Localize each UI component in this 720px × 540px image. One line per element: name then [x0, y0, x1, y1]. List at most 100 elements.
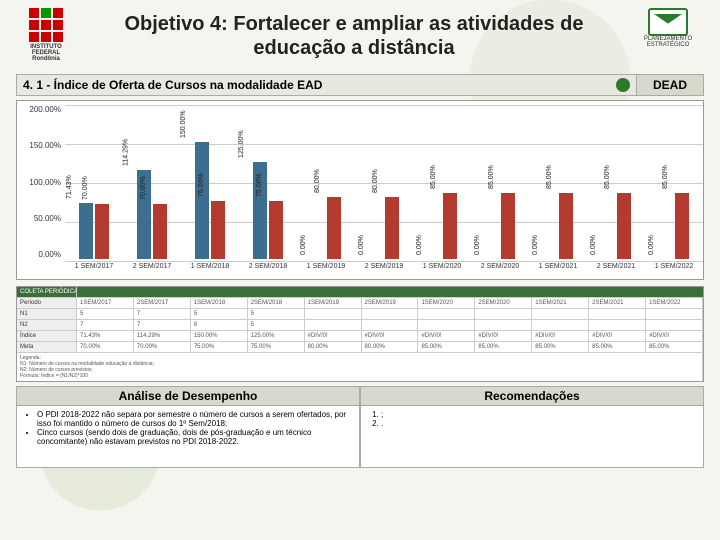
- xtick-label: 1 SEM/2017: [65, 261, 123, 279]
- bar: 80.00%: [385, 197, 399, 259]
- table-cell: 7: [77, 320, 134, 330]
- table-legend: Legenda: N1: Número de cursos na modalid…: [17, 353, 703, 381]
- bar-value-label: 70.00%: [82, 177, 89, 203]
- xtick-label: 2 SEM/2019: [355, 261, 413, 279]
- ytick-label: 200.00%: [29, 105, 61, 114]
- bar-value-label: 114.29%: [122, 139, 129, 168]
- bar-group: 125.00%75.00%: [239, 105, 297, 259]
- chart-xaxis: 1 SEM/20172 SEM/20171 SEM/20182 SEM/2018…: [65, 261, 703, 279]
- bar-value-label: 85.00%: [662, 165, 669, 191]
- bar-value-label: 150.00%: [180, 110, 187, 140]
- bar-group: 0.00% 85.00%: [645, 105, 703, 259]
- rec-item: .: [381, 419, 697, 428]
- bar-group: 0.00% 85.00%: [529, 105, 587, 259]
- table-cell: 7: [134, 320, 191, 330]
- bar-value-label: 0.00%: [300, 235, 307, 257]
- analysis-panel: Análise de Desempenho O PDI 2018-2022 nã…: [16, 386, 360, 468]
- table-cell: [305, 309, 362, 319]
- table-cell: 80.00%: [362, 342, 419, 352]
- table-cell: 71.43%: [77, 331, 134, 341]
- bottom-columns: Análise de Desempenho O PDI 2018-2022 nã…: [16, 386, 704, 468]
- table-cell: 7: [134, 309, 191, 319]
- table-row: N27785: [17, 319, 703, 330]
- table-cell: 85.00%: [589, 342, 646, 352]
- table-header-cell: 1SEM/2018: [191, 298, 248, 308]
- bar-group: 0.00% 85.00%: [471, 105, 529, 259]
- table-cell: 5: [248, 320, 305, 330]
- bar-group: 150.00%75.00%: [181, 105, 239, 259]
- bar-value-label: 0.00%: [648, 235, 655, 257]
- table-cell: 75.00%: [191, 342, 248, 352]
- bar-value-label: 85.00%: [430, 165, 437, 191]
- table-header-cell: 2SEM/2018: [248, 298, 305, 308]
- recs-panel: Recomendações ;.: [360, 386, 704, 468]
- bar-group: 0.00% 85.00%: [587, 105, 645, 259]
- ytick-label: 50.00%: [34, 214, 61, 223]
- section-header: 4. 1 - Índice de Oferta de Cursos na mod…: [16, 74, 704, 96]
- table-cell: [646, 320, 703, 330]
- bar: 70.00%: [153, 204, 167, 259]
- table-header-cell: 1SEM/2022: [646, 298, 703, 308]
- recs-heading: Recomendações: [360, 386, 704, 406]
- table-header-cell: 2SEM/2019: [362, 298, 419, 308]
- table-cell: [418, 320, 475, 330]
- table-cell: 5: [77, 309, 134, 319]
- page-title: Objetivo 4: Fortalecer e ampliar as ativ…: [76, 8, 632, 64]
- section-label: 4. 1 - Índice de Oferta de Cursos na mod…: [17, 75, 610, 95]
- table-cell: 80.00%: [305, 342, 362, 352]
- analysis-list: O PDI 2018-2022 não separa por semestre …: [23, 410, 353, 446]
- table-header-cell: 1SEM/2019: [305, 298, 362, 308]
- bar: 85.00%: [443, 193, 457, 259]
- table-cell: 8: [191, 320, 248, 330]
- bar: 85.00%: [501, 193, 515, 259]
- bar-value-label: 80.00%: [372, 169, 379, 195]
- table-cell: #DIV/0!: [362, 331, 419, 341]
- bar-value-label: 71.43%: [66, 176, 73, 202]
- bar-value-label: 80.00%: [314, 169, 321, 195]
- table-cell: 85.00%: [532, 342, 589, 352]
- table-cell: [475, 309, 532, 319]
- bar-group: 71.43% 70.00%: [65, 105, 123, 259]
- table-cell: [475, 320, 532, 330]
- chart-yaxis: 200.00%150.00%100.00%50.00%0.00%: [17, 101, 65, 279]
- table-header-cell: Período: [17, 298, 77, 308]
- bar-value-label: 0.00%: [532, 235, 539, 257]
- rec-item: ;: [381, 410, 697, 419]
- table-cell: [362, 309, 419, 319]
- status-dot-icon: [616, 78, 630, 92]
- table-header-cell: 1SEM/2017: [77, 298, 134, 308]
- table-cell: #DIV/0!: [418, 331, 475, 341]
- recs-list: ;.: [367, 410, 697, 428]
- bar-group: 0.00%80.00%: [355, 105, 413, 259]
- bar: 85.00%: [559, 193, 573, 259]
- table-cell: [305, 320, 362, 330]
- xtick-label: 2 SEM/2020: [471, 261, 529, 279]
- table-cell: #DIV/0!: [475, 331, 532, 341]
- table-header-cell: 2SEM/2017: [134, 298, 191, 308]
- bar: 85.00%: [617, 193, 631, 259]
- xtick-label: 1 SEM/2022: [645, 261, 703, 279]
- table-cell: Índice: [17, 331, 77, 341]
- bar: 80.00%: [327, 197, 341, 259]
- table-cell: 85.00%: [418, 342, 475, 352]
- table-cell: [589, 320, 646, 330]
- table-cell: 5: [248, 309, 305, 319]
- analysis-item: O PDI 2018-2022 não separa por semestre …: [37, 410, 353, 428]
- bar: 85.00%: [675, 193, 689, 259]
- bar-value-label: 125.00%: [238, 130, 245, 160]
- table-cell: [589, 309, 646, 319]
- table-header-cell: 2SEM/2020: [475, 298, 532, 308]
- bar-value-label: 85.00%: [546, 165, 553, 191]
- table-cell: Meta: [17, 342, 77, 352]
- bar-group: 114.29% 70.00%: [123, 105, 181, 259]
- table-cell: 150.00%: [191, 331, 248, 341]
- bar-value-label: 0.00%: [590, 235, 597, 257]
- bar-group: 0.00%85.00%: [413, 105, 471, 259]
- table-cell: 70.00%: [77, 342, 134, 352]
- table-cell: [532, 309, 589, 319]
- bar-value-label: 0.00%: [474, 235, 481, 257]
- logo-planejamento: PLANEJAMENTO ESTRATÉGICO: [632, 8, 704, 68]
- coleta-periodica-table: COLETA PERIÓDICAPeríodo1SEM/20172SEM/201…: [16, 286, 704, 382]
- table-header-cell: 2SEM/2021: [589, 298, 646, 308]
- bar-chart: 200.00%150.00%100.00%50.00%0.00% 71.43%7…: [16, 100, 704, 280]
